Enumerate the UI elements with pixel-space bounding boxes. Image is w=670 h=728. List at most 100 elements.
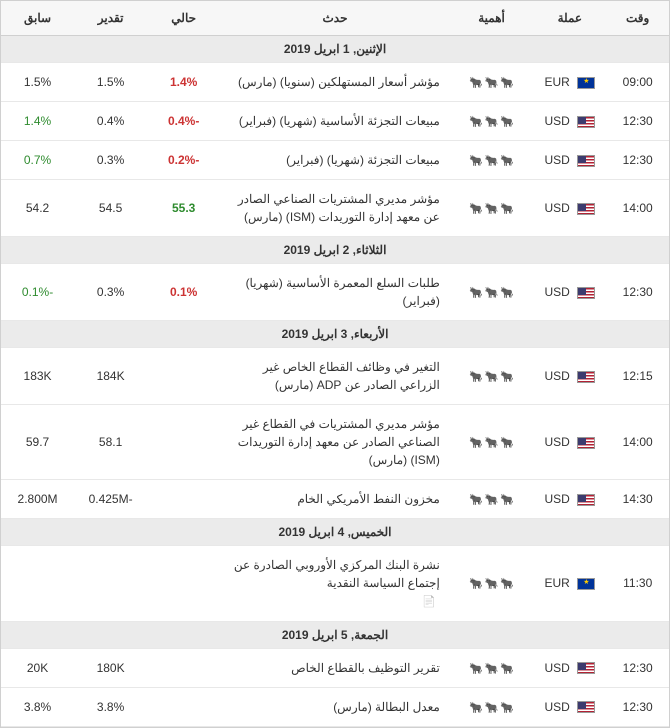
bull-icon: 🐂	[485, 493, 499, 506]
previous-cell: 54.2	[1, 180, 74, 237]
currency-code: USD	[545, 201, 574, 215]
bull-icon: 🐂	[469, 115, 483, 128]
bull-icon: 🐂	[469, 286, 483, 299]
bull-icon: 🐂	[500, 76, 514, 89]
currency-cell: USD	[533, 102, 606, 141]
previous-cell: 1.5%	[1, 63, 74, 102]
currency-code: EUR	[545, 75, 574, 89]
forecast-cell: 3.8%	[74, 687, 147, 726]
importance-cell: 🐂🐂🐂	[450, 63, 534, 102]
header-time: وقت	[606, 1, 669, 36]
importance-cell: 🐂🐂🐂	[450, 102, 534, 141]
importance-cell: 🐂🐂🐂	[450, 687, 534, 726]
importance-cell: 🐂🐂🐂	[450, 348, 534, 405]
actual-cell: 1.4%	[147, 63, 220, 102]
actual-cell: 0.1%	[147, 264, 220, 321]
event-row[interactable]: 09:00 EUR 🐂🐂🐂مؤشر أسعار المستهلكين (سنويا…	[1, 63, 669, 102]
event-cell[interactable]: مبيعات التجزئة الأساسية (شهريا) (فبراير)	[220, 102, 450, 141]
importance-cell: 🐂🐂🐂	[450, 264, 534, 321]
economic-calendar: وقت عملة أهمية حدث حالي تقدير سابق الإثن…	[0, 0, 670, 728]
currency-code: USD	[545, 700, 574, 714]
currency-cell: USD	[533, 405, 606, 480]
previous-cell: -0.1%	[1, 264, 74, 321]
usd-flag-icon	[577, 203, 595, 215]
currency-code: USD	[545, 661, 574, 675]
bull-icon: 🐂	[469, 577, 483, 590]
event-cell[interactable]: نشرة البنك المركزي الأوروبي الصادرة عن إ…	[220, 546, 450, 622]
header-currency: عملة	[533, 1, 606, 36]
bull-icon: 🐂	[469, 154, 483, 167]
actual-cell: 55.3	[147, 180, 220, 237]
previous-cell: 2.800M	[1, 480, 74, 519]
forecast-cell: 0.3%	[74, 264, 147, 321]
usd-flag-icon	[577, 371, 595, 383]
currency-cell: EUR	[533, 546, 606, 622]
event-cell[interactable]: مؤشر مديري المشتريات في القطاع غير الصنا…	[220, 405, 450, 480]
time-cell: 14:00	[606, 180, 669, 237]
bull-icon: 🐂	[500, 115, 514, 128]
event-row[interactable]: 12:30 USD🐂🐂🐂معدل البطالة (مارس)3.8%3.8%	[1, 687, 669, 726]
bull-icon: 🐂	[500, 286, 514, 299]
bull-icon: 🐂	[485, 577, 499, 590]
forecast-cell: 54.5	[74, 180, 147, 237]
event-cell[interactable]: مؤشر مديري المشتريات الصناعي الصادر عن م…	[220, 180, 450, 237]
time-cell: 11:30	[606, 546, 669, 622]
bull-icon: 🐂	[500, 154, 514, 167]
previous-cell: 0.7%	[1, 141, 74, 180]
time-cell: 12:30	[606, 102, 669, 141]
date-cell: الثلاثاء, 2 ابريل 2019	[1, 237, 669, 264]
usd-flag-icon	[577, 494, 595, 506]
previous-cell: 3.8%	[1, 687, 74, 726]
event-cell[interactable]: مبيعات التجزئة (شهريا) (فبراير)	[220, 141, 450, 180]
date-row: الإثنين, 1 ابريل 2019	[1, 36, 669, 63]
date-cell: الأربعاء, 3 ابريل 2019	[1, 321, 669, 348]
event-row[interactable]: 14:00 USD🐂🐂🐂مؤشر مديري المشتريات في القط…	[1, 405, 669, 480]
date-row: الأربعاء, 3 ابريل 2019	[1, 321, 669, 348]
event-row[interactable]: 12:30 USD🐂🐂🐂مبيعات التجزئة (شهريا) (فبرا…	[1, 141, 669, 180]
actual-cell	[147, 405, 220, 480]
time-cell: 12:30	[606, 264, 669, 321]
bull-icon: 🐂	[485, 662, 499, 675]
date-cell: الجمعة, 5 ابريل 2019	[1, 621, 669, 648]
usd-flag-icon	[577, 155, 595, 167]
currency-cell: EUR	[533, 63, 606, 102]
currency-cell: USD	[533, 141, 606, 180]
event-row[interactable]: 14:00 USD🐂🐂🐂مؤشر مديري المشتريات الصناعي…	[1, 180, 669, 237]
event-cell[interactable]: مخزون النفط الأمريكي الخام	[220, 480, 450, 519]
event-row[interactable]: 11:30 EUR🐂🐂🐂نشرة البنك المركزي الأوروبي …	[1, 546, 669, 622]
time-cell: 12:30	[606, 648, 669, 687]
header-importance: أهمية	[450, 1, 534, 36]
bull-icon: 🐂	[485, 701, 499, 714]
date-row: الجمعة, 5 ابريل 2019	[1, 621, 669, 648]
event-cell[interactable]: معدل البطالة (مارس)	[220, 687, 450, 726]
actual-cell: -0.2%	[147, 141, 220, 180]
currency-cell: USD	[533, 687, 606, 726]
eur-flag-icon	[577, 578, 595, 590]
event-row[interactable]: 14:30 USD🐂🐂🐂مخزون النفط الأمريكي الخام-0…	[1, 480, 669, 519]
usd-flag-icon	[577, 116, 595, 128]
usd-flag-icon	[577, 287, 595, 299]
forecast-cell: 180K	[74, 648, 147, 687]
bull-icon: 🐂	[500, 701, 514, 714]
bull-icon: 🐂	[485, 370, 499, 383]
event-cell[interactable]: طلبات السلع المعمرة الأساسية (شهريا) (فب…	[220, 264, 450, 321]
currency-code: USD	[545, 114, 574, 128]
usd-flag-icon	[577, 662, 595, 674]
bull-icon: 🐂	[500, 436, 514, 449]
event-cell[interactable]: تقرير التوظيف بالقطاع الخاص	[220, 648, 450, 687]
forecast-cell: 0.4%	[74, 102, 147, 141]
bull-icon: 🐂	[485, 154, 499, 167]
bull-icon: 🐂	[469, 370, 483, 383]
bull-icon: 🐂	[500, 202, 514, 215]
event-row[interactable]: 12:30 USD🐂🐂🐂طلبات السلع المعمرة الأساسية…	[1, 264, 669, 321]
event-cell[interactable]: التغير في وظائف القطاع الخاص غير الزراعي…	[220, 348, 450, 405]
header-forecast: تقدير	[74, 1, 147, 36]
date-cell: الإثنين, 1 ابريل 2019	[1, 36, 669, 63]
bull-icon: 🐂	[500, 370, 514, 383]
time-cell: 09:00	[606, 63, 669, 102]
event-row[interactable]: 12:15 USD🐂🐂🐂التغير في وظائف القطاع الخاص…	[1, 348, 669, 405]
event-row[interactable]: 12:30 USD🐂🐂🐂مبيعات التجزئة الأساسية (شهر…	[1, 102, 669, 141]
event-cell[interactable]: مؤشر أسعار المستهلكين (سنويا) (مارس)	[220, 63, 450, 102]
event-row[interactable]: 12:30 USD🐂🐂🐂تقرير التوظيف بالقطاع الخاص1…	[1, 648, 669, 687]
bull-icon: 🐂	[500, 577, 514, 590]
